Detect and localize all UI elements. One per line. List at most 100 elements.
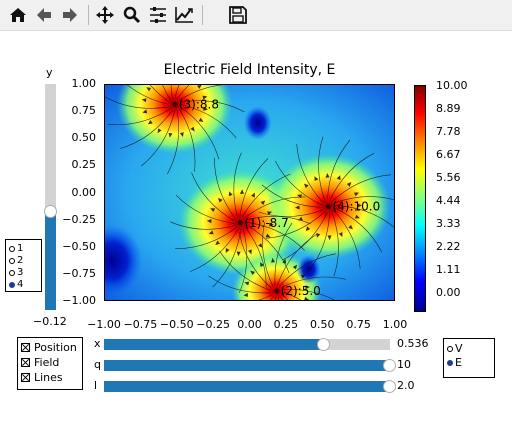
y-slider-handle[interactable]: [44, 204, 57, 218]
plot-title: Electric Field Intensity, E: [163, 62, 336, 78]
forward-arrow-icon: [63, 8, 77, 22]
streamline-arrow: [354, 214, 360, 219]
x-tick-label: −1.00: [87, 318, 121, 331]
y-slider[interactable]: [44, 84, 57, 310]
radio-button[interactable]: [9, 269, 15, 276]
slider-l[interactable]: [104, 380, 396, 393]
charge-marker[interactable]: [274, 288, 280, 294]
home-button[interactable]: [6, 4, 30, 26]
checkbox-mark[interactable]: [21, 373, 30, 382]
configure-subplots-button[interactable]: [146, 4, 170, 26]
streamline: [258, 209, 324, 217]
streamline: [167, 110, 179, 175]
charge-option-1[interactable]: 1: [9, 243, 23, 254]
streamline-arrow: [297, 216, 303, 221]
streamline-arrow: [316, 232, 321, 238]
y-tick-label: −0.50: [62, 239, 96, 253]
save-button[interactable]: [226, 4, 250, 26]
colorbar-tick-label: 10.00: [436, 79, 468, 92]
streamline-arrow: [190, 126, 195, 132]
toolbar-separator: [88, 5, 89, 25]
checkbox-label: Position: [34, 341, 77, 354]
radio-button[interactable]: [447, 359, 453, 366]
streamline: [191, 172, 235, 222]
streamline: [331, 211, 339, 277]
checkbox-label: Field: [34, 356, 60, 369]
streamline: [239, 228, 248, 293]
streamline: [178, 108, 196, 172]
streamline: [275, 160, 323, 206]
charge-marker[interactable]: [325, 204, 331, 210]
field-plot[interactable]: (3):8.8 (1):-8.7 (4):10.0 (2):5.0: [104, 84, 395, 301]
radio-button[interactable]: [9, 257, 15, 264]
streamline: [127, 85, 169, 105]
slider-x[interactable]: [104, 338, 390, 351]
view-mode-label: E: [455, 356, 462, 369]
streamline-arrow: [357, 203, 362, 208]
slider-handle[interactable]: [316, 338, 330, 351]
charge-option-2[interactable]: 2: [9, 255, 23, 266]
back-button[interactable]: [32, 4, 56, 26]
checkbox-position[interactable]: Position: [21, 341, 77, 354]
streamline: [244, 226, 267, 288]
slider-q[interactable]: [104, 359, 396, 372]
y-tick-label: 0.00: [71, 185, 97, 199]
colorbar-tick-label: 7.78: [436, 125, 461, 138]
streamline-arrow: [251, 192, 255, 198]
save-floppy-icon: [229, 6, 247, 24]
streamline: [334, 207, 382, 253]
streamline: [266, 211, 326, 239]
slider-handle[interactable]: [383, 380, 396, 393]
zoom-button[interactable]: [120, 4, 144, 26]
streamline-arrow: [157, 128, 162, 134]
streamline: [180, 100, 245, 113]
view-mode-option-e[interactable]: E: [447, 356, 462, 369]
radio-button[interactable]: [447, 345, 453, 352]
checkbox-mark[interactable]: [21, 343, 30, 352]
radio-button[interactable]: [9, 245, 15, 252]
streamline: [105, 96, 170, 109]
view-mode-option-v[interactable]: V: [447, 342, 463, 355]
forward-button[interactable]: [58, 4, 82, 26]
subplot-sliders-icon: [150, 7, 166, 23]
charge-option-3[interactable]: 3: [9, 267, 23, 278]
field-coldspot: [243, 106, 272, 140]
streamline-arrow: [210, 208, 216, 212]
charge-label: (2):5.0: [281, 284, 321, 298]
slider-handle[interactable]: [383, 359, 396, 372]
streamline-arrow: [314, 176, 319, 182]
edit-axes-button[interactable]: [172, 4, 196, 26]
slider-label-l: l: [94, 379, 98, 392]
streamline-arrow: [141, 98, 147, 103]
checkbox-mark[interactable]: [21, 358, 30, 367]
streamline-arrow: [208, 230, 214, 235]
y-tick-label: −0.75: [62, 266, 96, 280]
charge-marker[interactable]: [237, 220, 243, 226]
streamline-arrow: [260, 262, 264, 267]
charge-marker[interactable]: [172, 102, 178, 108]
x-tick-label: 0.75: [346, 318, 371, 331]
y-tick-label: 0.75: [71, 104, 97, 118]
streamline: [239, 158, 269, 217]
streamline-arrow: [225, 248, 230, 253]
streamline-arrow: [168, 132, 173, 138]
radio-button[interactable]: [9, 281, 15, 288]
y-tick-label: 1.00: [71, 77, 97, 90]
streamline-arrow: [269, 222, 274, 227]
streamline-arrow: [348, 224, 353, 230]
view-mode-label: V: [455, 342, 463, 355]
edit-axis-chart-icon: [175, 7, 193, 23]
toolbar-separator: [202, 5, 203, 25]
checkbox-field[interactable]: Field: [21, 356, 59, 369]
checkbox-lines[interactable]: Lines: [21, 371, 63, 384]
streamline: [189, 228, 239, 272]
colorbar-tick-label: 5.56: [436, 171, 461, 184]
streamline-arrow: [353, 192, 359, 197]
charge-option-4[interactable]: 4: [9, 279, 23, 290]
streamline-arrow: [305, 285, 310, 290]
zoom-magnifier-icon: [123, 6, 141, 24]
slider-label-x: x: [94, 337, 101, 350]
pan-button[interactable]: [93, 4, 117, 26]
streamline-arrow: [244, 281, 250, 286]
